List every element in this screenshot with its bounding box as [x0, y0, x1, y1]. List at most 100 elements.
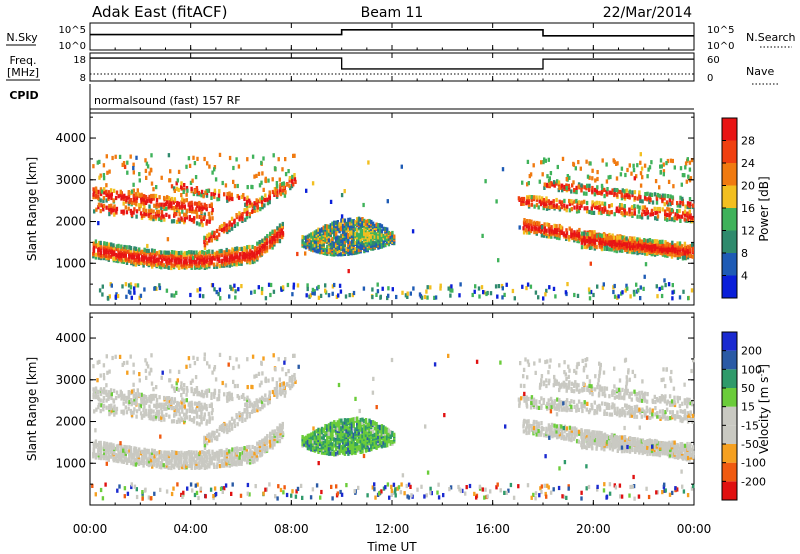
- echo-cell: [148, 371, 151, 376]
- echo-cell: [124, 256, 127, 261]
- echo-cell: [366, 246, 369, 251]
- echo-cell: [274, 431, 277, 437]
- echo-cell: [256, 241, 259, 246]
- echo-cell: [303, 436, 306, 441]
- echo-cell: [125, 460, 129, 465]
- echo-cell: [190, 462, 193, 467]
- echo-cell: [684, 204, 687, 209]
- echo-cell: [210, 392, 213, 397]
- echo-cell: [336, 440, 339, 445]
- echo-cell: [264, 249, 267, 254]
- echo-cell: [198, 214, 201, 219]
- echo-cell: [646, 209, 649, 215]
- echo-cell: [205, 193, 209, 198]
- echo-cell: [178, 405, 181, 410]
- echo-cell: [577, 184, 580, 189]
- echo-cell: [135, 209, 139, 214]
- echo-cell: [188, 454, 191, 460]
- echo-cell: [349, 221, 352, 226]
- echo-cell: [202, 194, 205, 199]
- echo-cell: [606, 236, 609, 241]
- echo-cell: [129, 446, 133, 451]
- echo-cell: [269, 443, 272, 448]
- echo-cell: [260, 180, 263, 185]
- echo-cell: [108, 294, 111, 299]
- echo-cell: [150, 260, 153, 265]
- echo-cell: [243, 196, 246, 201]
- echo-cell: [190, 189, 193, 194]
- echo-cell: [274, 231, 277, 237]
- echo-cell: [146, 164, 150, 169]
- echo-cell: [575, 236, 578, 242]
- echo-cell: [165, 254, 168, 259]
- echo-cell: [359, 426, 362, 431]
- echo-cell: [681, 247, 685, 252]
- echo-cell: [225, 447, 228, 453]
- echo-cell: [586, 183, 589, 188]
- echo-cell: [588, 183, 591, 188]
- echo-cell: [278, 389, 282, 394]
- echo-cell: [170, 261, 173, 266]
- echo-cell: [144, 395, 148, 400]
- echo-cell: [313, 289, 316, 294]
- echo-cell: [124, 405, 127, 410]
- echo-cell: [251, 408, 255, 413]
- echo-cell: [168, 214, 171, 219]
- echo-cell: [108, 404, 111, 409]
- echo-cell: [115, 244, 119, 249]
- echo-cell: [338, 238, 341, 243]
- echo-cell: [228, 457, 231, 462]
- echo-cell: [185, 398, 188, 403]
- echo-cell: [275, 184, 279, 189]
- echo-cell: [577, 209, 581, 214]
- echo-cell: [195, 421, 199, 426]
- echo-cell: [145, 460, 149, 465]
- echo-cell: [382, 233, 385, 239]
- echo-cell: [154, 214, 158, 219]
- echo-cell: [185, 386, 189, 391]
- echo-cell: [136, 188, 139, 193]
- echo-cell: [205, 441, 209, 446]
- echo-cell: [664, 283, 667, 288]
- echo-cell: [484, 179, 487, 184]
- echo-cell: [285, 182, 288, 187]
- echo-cell: [616, 235, 619, 240]
- echo-cell: [409, 291, 412, 296]
- echo-cell: [633, 195, 637, 201]
- echo-cell: [220, 223, 223, 229]
- echo-cell: [228, 391, 231, 396]
- echo-cell: [203, 250, 206, 255]
- echo-cell: [246, 357, 249, 362]
- echo-cell: [231, 247, 234, 252]
- echo-cell: [190, 250, 193, 255]
- echo-cell: [347, 240, 350, 245]
- echo-cell: [603, 204, 606, 209]
- echo-cell: [349, 429, 352, 434]
- echo-cell: [312, 431, 315, 436]
- echo-cell: [661, 197, 664, 202]
- echo-cell: [686, 217, 689, 222]
- echo-cell: [203, 405, 206, 410]
- echo-cell: [343, 240, 347, 245]
- echo-cell: [185, 408, 189, 413]
- echo-cell: [343, 236, 347, 242]
- echo-cell: [280, 224, 284, 229]
- echo-cell: [668, 252, 672, 257]
- echo-cell: [105, 441, 108, 446]
- echo-cell: [125, 260, 129, 265]
- echo-cell: [633, 292, 636, 297]
- echo-cell: [331, 428, 334, 433]
- echo-cell: [157, 409, 161, 414]
- echo-cell: [135, 198, 138, 203]
- echo-cell: [230, 459, 234, 464]
- echo-cell: [598, 242, 601, 247]
- echo-cell: [180, 181, 183, 186]
- echo-cell: [217, 196, 221, 202]
- echo-cell: [261, 238, 264, 243]
- echo-cell: [336, 425, 339, 430]
- echo-cell: [291, 178, 294, 183]
- echo-cell: [180, 216, 183, 221]
- echo-cell: [632, 163, 635, 168]
- echo-cell: [271, 239, 274, 244]
- echo-cell: [561, 156, 565, 161]
